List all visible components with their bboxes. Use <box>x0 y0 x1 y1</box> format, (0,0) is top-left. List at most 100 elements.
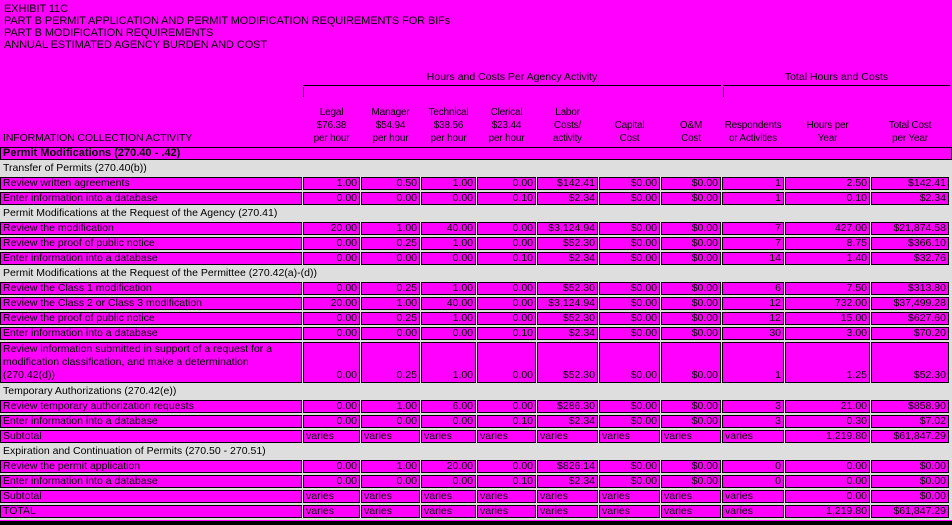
activity-label-cell: Review the Class 2 or Class 3 modificati… <box>0 297 302 310</box>
group-bracket-tick-agency <box>303 87 304 97</box>
value-cell: 0.25 <box>361 342 420 383</box>
column-header-line: Clerical <box>490 107 523 118</box>
section-header-row: Expiration and Continuation of Permits (… <box>0 445 952 458</box>
activity-label-cell: Enter information into a database <box>0 252 302 265</box>
value-cell: 0.00 <box>303 252 360 265</box>
column-header-8: Hours per Year <box>785 119 870 145</box>
section-header-row: Permit Modifications at the Request of t… <box>0 207 952 220</box>
value-cell: $286.30 <box>537 400 598 413</box>
value-cell: $0.00 <box>661 297 721 310</box>
value-cell: 0.00 <box>303 415 360 428</box>
column-header-6: O&M Cost <box>661 119 721 145</box>
value-cell: 20.00 <box>303 297 360 310</box>
activity-label-cell: Enter information into a database <box>0 192 302 205</box>
value-cell: 6.00 <box>421 400 476 413</box>
value-cell: $0.00 <box>599 312 660 325</box>
value-cell: 0.00 <box>477 297 536 310</box>
column-header-line: Labor <box>555 107 580 118</box>
column-header-line: per hour <box>430 133 467 144</box>
column-headers: Legal $76.38 per hour Manager $54.94 per hour… <box>303 92 949 145</box>
value-cell: varies <box>361 490 420 503</box>
value-cell: varies <box>421 505 476 518</box>
value-cell: $0.00 <box>871 490 949 503</box>
value-cell: $52.30 <box>871 342 949 383</box>
value-cell: $0.00 <box>599 460 660 473</box>
column-header-line: Capital <box>614 120 645 131</box>
value-cell: 6 <box>722 282 784 295</box>
value-cell: 0.10 <box>477 415 536 428</box>
column-header-7: Respondents or Activities <box>722 119 784 145</box>
value-cell: 0 <box>722 460 784 473</box>
table-row: Enter information into a database 0.00 0.0… <box>0 192 952 205</box>
value-cell: $0.00 <box>661 460 721 473</box>
value-cell: $0.00 <box>599 282 660 295</box>
table-row: Review the proof of public notice 0.00 0.2… <box>0 312 952 325</box>
value-cell: 0.00 <box>421 327 476 340</box>
value-cell: 1 <box>722 177 784 190</box>
section-header-row: Permit Modifications at the Request of t… <box>0 267 952 280</box>
value-cell: $2.34 <box>537 475 598 488</box>
value-cell: 0.10 <box>477 327 536 340</box>
value-cell: 0.00 <box>303 237 360 250</box>
column-header-line: Cost <box>619 133 640 144</box>
value-cell: 1 <box>722 342 784 383</box>
activity-label-cell: Subtotal <box>0 430 302 443</box>
value-cell: $0.00 <box>599 400 660 413</box>
value-cell: $0.00 <box>871 475 949 488</box>
value-cell: 1.25 <box>785 342 870 383</box>
value-cell: $52.30 <box>537 237 598 250</box>
value-cell: varies <box>303 490 360 503</box>
value-cell: 7 <box>722 237 784 250</box>
category-header-row: Permit Modifications (270.40 - .42) <box>0 147 952 160</box>
value-cell: $7.02 <box>871 415 949 428</box>
value-cell: 0.00 <box>785 490 870 503</box>
value-cell: 0.00 <box>421 252 476 265</box>
value-cell: $0.00 <box>661 177 721 190</box>
value-cell: $0.00 <box>661 237 721 250</box>
value-cell: 1.00 <box>421 237 476 250</box>
value-cell: 0.00 <box>477 342 536 383</box>
value-cell: $0.00 <box>599 252 660 265</box>
column-header-line: Respondents <box>724 120 782 131</box>
value-cell: $142.41 <box>871 177 949 190</box>
value-cell: 0.00 <box>361 415 420 428</box>
value-cell: 0.10 <box>477 252 536 265</box>
value-cell: $0.00 <box>599 192 660 205</box>
value-cell: 30 <box>722 327 784 340</box>
value-cell: 1.00 <box>361 460 420 473</box>
value-cell: 0.00 <box>477 460 536 473</box>
value-cell: 20.00 <box>421 460 476 473</box>
column-header-line: Costs/ <box>553 120 582 131</box>
table-row: Review the Class 2 or Class 3 modificati… <box>0 297 952 310</box>
value-cell: $32.76 <box>871 252 949 265</box>
value-cell: 8.75 <box>785 237 870 250</box>
value-cell: $2.34 <box>537 327 598 340</box>
value-cell: $2.34 <box>537 192 598 205</box>
value-cell: 0.00 <box>477 222 536 235</box>
value-cell: varies <box>361 430 420 443</box>
value-cell: 1.00 <box>421 177 476 190</box>
value-cell: 14 <box>722 252 784 265</box>
column-header-line: Manager <box>371 107 410 118</box>
activity-label-cell: TOTAL <box>0 505 302 518</box>
value-cell: $0.00 <box>599 222 660 235</box>
value-cell: 1.40 <box>785 252 870 265</box>
value-cell: varies <box>421 430 476 443</box>
value-cell: varies <box>661 490 721 503</box>
table-row: Enter information into a database 0.00 0.0… <box>0 252 952 265</box>
value-cell: $0.00 <box>661 222 721 235</box>
value-cell: 3 <box>722 415 784 428</box>
value-cell: 0.30 <box>785 415 870 428</box>
activity-label-cell: Enter information into a database <box>0 327 302 340</box>
value-cell: $2.34 <box>871 192 949 205</box>
value-cell: $52.30 <box>537 312 598 325</box>
value-cell: 7 <box>722 222 784 235</box>
activity-label-cell: Review temporary authorization requests <box>0 400 302 413</box>
table-row: Review temporary authorization requests 0… <box>0 400 952 413</box>
value-cell: $61,847.29 <box>871 430 949 443</box>
value-cell: $0.00 <box>599 415 660 428</box>
title-line-exhibit: EXHIBIT 11C <box>4 3 68 15</box>
value-cell: $2.34 <box>537 415 598 428</box>
activity-label-cell: Enter information into a database <box>0 415 302 428</box>
value-cell: 3 <box>722 400 784 413</box>
